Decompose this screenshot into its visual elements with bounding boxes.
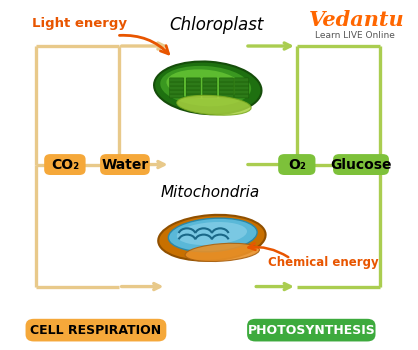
Text: CELL RESPIRATION: CELL RESPIRATION: [31, 324, 161, 337]
FancyBboxPatch shape: [170, 82, 184, 86]
FancyBboxPatch shape: [219, 94, 233, 98]
Text: Vedantu: Vedantu: [309, 10, 405, 30]
FancyBboxPatch shape: [186, 86, 200, 90]
FancyBboxPatch shape: [203, 78, 217, 82]
Ellipse shape: [177, 222, 247, 245]
Text: Chemical energy: Chemical energy: [268, 256, 379, 269]
FancyBboxPatch shape: [247, 319, 375, 342]
FancyBboxPatch shape: [203, 90, 217, 94]
Text: Mitochondria: Mitochondria: [160, 185, 260, 200]
FancyBboxPatch shape: [219, 82, 233, 86]
FancyBboxPatch shape: [219, 86, 233, 90]
FancyBboxPatch shape: [100, 154, 150, 175]
FancyBboxPatch shape: [234, 94, 249, 98]
Text: O₂: O₂: [288, 158, 306, 172]
FancyBboxPatch shape: [170, 94, 184, 98]
Ellipse shape: [160, 66, 251, 106]
Ellipse shape: [166, 69, 241, 99]
FancyBboxPatch shape: [203, 94, 217, 98]
FancyBboxPatch shape: [234, 78, 249, 82]
FancyBboxPatch shape: [219, 90, 233, 94]
Text: Water: Water: [101, 158, 148, 172]
FancyBboxPatch shape: [25, 319, 166, 342]
FancyBboxPatch shape: [186, 82, 200, 86]
FancyBboxPatch shape: [203, 86, 217, 90]
FancyBboxPatch shape: [278, 154, 316, 175]
FancyBboxPatch shape: [170, 86, 184, 90]
FancyBboxPatch shape: [186, 90, 200, 94]
FancyBboxPatch shape: [234, 90, 249, 94]
Text: Light energy: Light energy: [32, 17, 127, 30]
Text: Chloroplast: Chloroplast: [169, 16, 263, 34]
Ellipse shape: [158, 215, 265, 261]
FancyBboxPatch shape: [234, 86, 249, 90]
Text: PHOTOSYNTHESIS: PHOTOSYNTHESIS: [247, 324, 375, 337]
Text: Glucose: Glucose: [330, 158, 392, 172]
Ellipse shape: [177, 95, 251, 115]
FancyBboxPatch shape: [219, 78, 233, 82]
FancyBboxPatch shape: [234, 82, 249, 86]
FancyBboxPatch shape: [203, 82, 217, 86]
Ellipse shape: [168, 218, 257, 252]
Ellipse shape: [185, 243, 260, 261]
FancyBboxPatch shape: [170, 78, 184, 82]
Text: CO₂: CO₂: [51, 158, 79, 172]
FancyBboxPatch shape: [44, 154, 86, 175]
Text: Learn LIVE Online: Learn LIVE Online: [315, 31, 395, 40]
FancyBboxPatch shape: [186, 94, 200, 98]
FancyBboxPatch shape: [186, 78, 200, 82]
FancyBboxPatch shape: [170, 90, 184, 94]
FancyBboxPatch shape: [333, 154, 389, 175]
Ellipse shape: [154, 62, 262, 114]
